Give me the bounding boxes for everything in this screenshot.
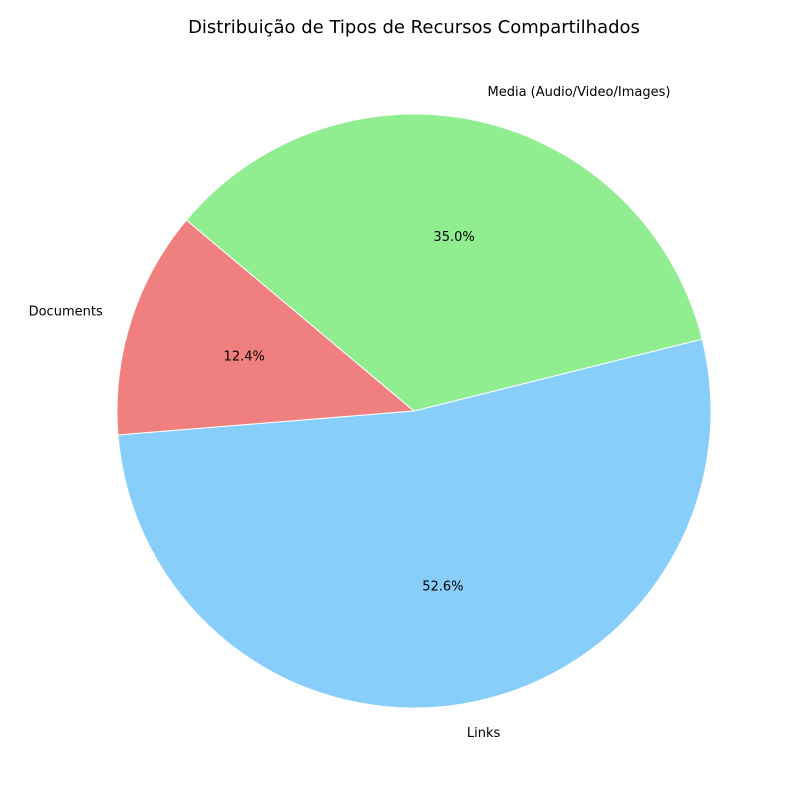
pie-slice-links — [117, 338, 712, 709]
pct-label-links: 52.6% — [422, 579, 463, 594]
pct-label-media-audio-video-images: 35.0% — [433, 230, 474, 245]
slice-label-media-audio-video-images: Media (Audio/Video/Images) — [487, 85, 670, 100]
pie-slices — [116, 113, 712, 709]
pie-slice-media-audio-video-images — [185, 113, 703, 412]
chart-title: Distribuição de Tipos de Recursos Compar… — [188, 17, 640, 38]
pct-label-documents: 12.4% — [224, 349, 265, 364]
pie-slice-documents — [116, 219, 416, 436]
pie-labels: Documents 12.4% Links 52.6% Media (Audio/Vid… — [29, 85, 671, 741]
slice-label-documents: Documents — [29, 304, 103, 319]
slice-label-links: Links — [467, 726, 501, 741]
